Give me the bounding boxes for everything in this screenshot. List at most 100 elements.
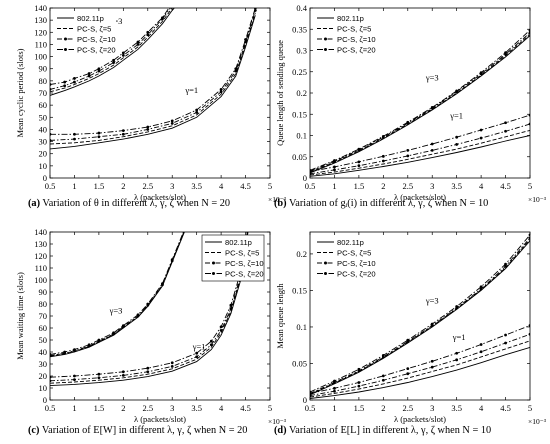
series-marker <box>50 87 52 91</box>
annotation-label: γ=1 <box>449 111 463 121</box>
y-tick-label: 0.25 <box>292 67 307 77</box>
series-marker <box>504 341 507 345</box>
y-tick-label: 130 <box>34 239 47 249</box>
series-marker <box>195 351 199 355</box>
x-tick-label: 2 <box>381 403 385 413</box>
series-line <box>310 35 530 174</box>
series-marker <box>170 121 174 125</box>
series-marker <box>381 354 385 357</box>
series-marker <box>136 43 140 46</box>
x-tick-label: 4.5 <box>500 403 511 413</box>
series-marker <box>528 113 530 117</box>
y-tick-label: 90 <box>39 64 48 74</box>
series-marker <box>219 87 223 91</box>
series-marker <box>333 386 336 390</box>
x-tick-label: 4.5 <box>240 181 251 191</box>
series-marker <box>479 285 483 289</box>
series-marker <box>112 61 115 65</box>
x-tick-label: 2 <box>121 181 125 191</box>
series-marker <box>161 16 164 20</box>
x-tick-label: 2 <box>121 403 125 413</box>
series-line <box>50 8 175 96</box>
series-marker <box>479 350 483 354</box>
series-marker <box>381 374 385 378</box>
series-marker <box>430 148 434 152</box>
series-marker <box>50 132 52 136</box>
legend-marker <box>324 272 327 275</box>
series-marker <box>528 332 530 336</box>
series-marker <box>381 154 385 158</box>
series-marker <box>50 353 52 356</box>
series-marker <box>170 258 174 261</box>
series-marker <box>333 389 336 393</box>
series-marker <box>171 4 174 7</box>
y-tick-label: 0 <box>43 173 47 183</box>
series-marker <box>171 2 174 5</box>
y-tick-label: 130 <box>34 15 47 25</box>
series-line <box>310 340 530 398</box>
series-line <box>310 239 530 395</box>
y-tick-label: 0.35 <box>292 24 307 34</box>
y-tick-label: 40 <box>39 347 48 357</box>
series-marker <box>97 69 101 73</box>
series-marker <box>219 90 223 94</box>
y-tick-label: 70 <box>39 88 48 98</box>
x-tick-label: 5 <box>528 181 532 191</box>
series-marker <box>357 164 361 168</box>
y-tick-label: 0.15 <box>292 109 307 119</box>
annotation-label: γ=1 <box>184 85 198 95</box>
series-marker <box>310 394 312 398</box>
series-marker <box>381 378 385 382</box>
series-line <box>310 135 530 177</box>
y-tick-label: 40 <box>39 124 48 134</box>
x-tick-label: 2.5 <box>402 403 413 413</box>
series-marker <box>195 111 199 114</box>
series-marker <box>479 128 483 132</box>
y-tick-label: 100 <box>34 52 47 62</box>
series-marker <box>333 168 336 172</box>
x-tick-label: 4 <box>479 403 484 413</box>
y-tick-label: 140 <box>34 3 47 13</box>
series-marker <box>63 350 67 354</box>
x-tick-label: 0.5 <box>45 181 56 191</box>
x-tick-label: 1 <box>332 403 336 413</box>
caption-b: (b) Variation of gᵢ(i) in different λ, γ… <box>274 198 489 209</box>
series-layer <box>50 2 257 150</box>
series-line <box>310 114 530 173</box>
x-tick-label: 0.5 <box>305 181 316 191</box>
x-exponent: ×10⁻³ <box>268 195 287 204</box>
panel-d: 0.5 1 1.5 2 2.5 3 3.5 4 4.5 5 0 0.05 0.1 0.15 0.2 λ (pa… <box>275 231 547 426</box>
series-marker <box>161 282 164 285</box>
y-tick-label: 10 <box>39 383 48 393</box>
series-marker <box>73 378 76 381</box>
series-layer <box>50 232 249 387</box>
series-line <box>310 129 530 176</box>
y-tick-label: 0.1 <box>296 131 307 141</box>
legend-label: PC-S, ζ=5 <box>77 25 111 34</box>
legend-marker <box>324 37 327 41</box>
x-tick-label: 4.5 <box>500 181 511 191</box>
legend: 802.11p PC-S, ζ=5PC-S, ζ=10 PC-S, ζ=20 <box>54 11 116 57</box>
series-marker <box>195 108 199 112</box>
series-marker <box>406 372 410 376</box>
series-line <box>310 33 530 173</box>
legend: 802.11p PC-S, ζ=5PC-S, ζ=10 PC-S, ζ=20 <box>201 234 265 282</box>
legend-label: PC-S, ζ=10 <box>225 259 264 268</box>
series-marker <box>528 122 530 126</box>
annotation-label: γ=3 <box>425 296 439 306</box>
x-tick-label: 4.5 <box>240 403 251 413</box>
series-marker <box>97 372 101 376</box>
series-marker <box>136 40 140 44</box>
series-marker <box>146 125 150 129</box>
series-line <box>50 232 184 355</box>
legend-marker <box>324 48 327 51</box>
x-tick-label: 2 <box>381 181 385 191</box>
x-exponent: ×10⁻³ <box>528 417 547 426</box>
series-marker <box>229 303 233 307</box>
series-marker <box>121 53 125 57</box>
legend-marker <box>64 48 67 51</box>
legend-label: 802.11p <box>77 14 104 23</box>
legend-label: PC-S, ζ=20 <box>337 270 376 279</box>
y-tick-label: 0.05 <box>292 358 307 368</box>
